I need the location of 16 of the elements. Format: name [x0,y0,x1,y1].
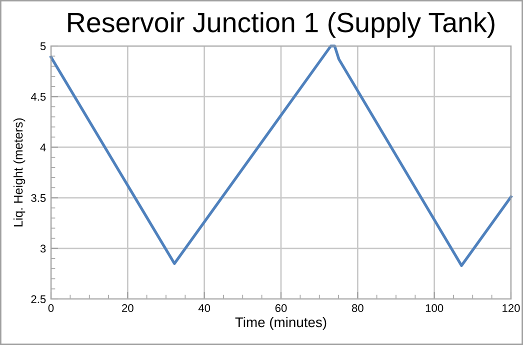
x-tick-label: 80 [352,304,364,312]
y-tick-label: 3.5 [31,194,46,202]
y-tick-label: 4 [40,144,46,152]
y-tick-label: 3 [40,244,46,253]
x-tick-label: 100 [426,304,444,312]
y-tick-label: 5 [40,42,46,50]
x-tick-label: 20 [122,304,134,312]
x-tick-label: 40 [198,304,210,312]
y-tick-label: 4.5 [30,92,46,101]
x-axis-title: Time (minutes) [235,316,326,330]
x-tick-label: 120 [502,304,520,312]
x-tick-label: 0 [48,304,54,312]
x-tick-label: 60 [275,304,287,312]
chart-title: Reservoir Junction 1 (Supply Tank) [68,12,494,38]
y-axis-title: Liq. Height (meters) [13,118,26,226]
y-tick-label: 2.5 [31,295,46,304]
